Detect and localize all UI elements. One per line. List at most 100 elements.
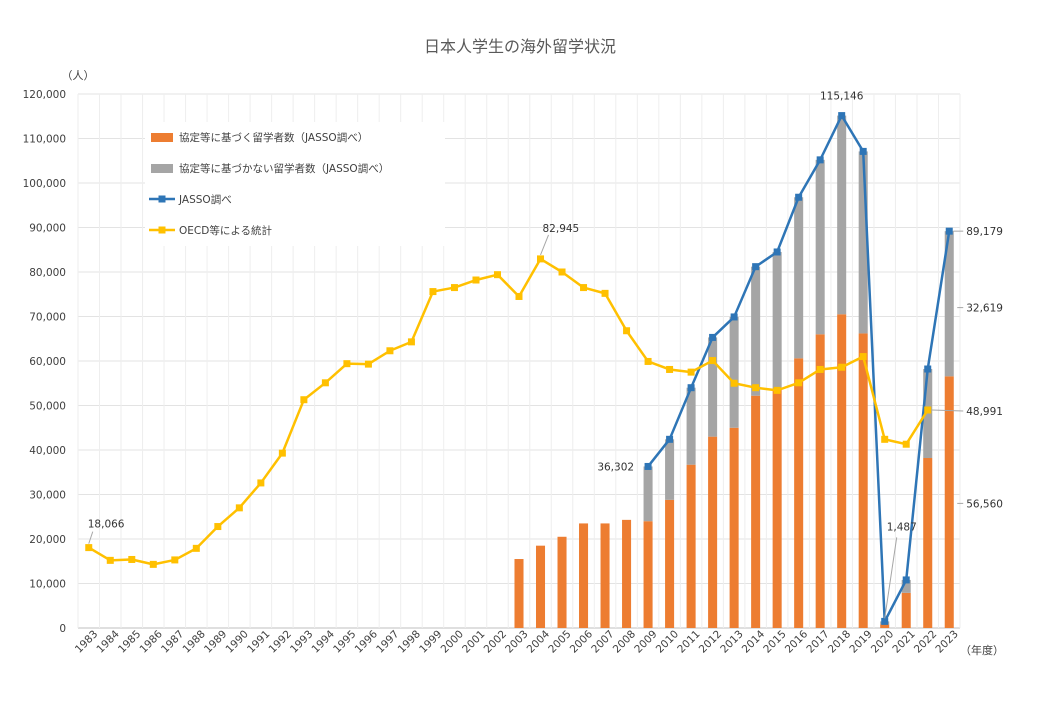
point-jasso <box>730 313 738 321</box>
legend: 協定等に基づく留学者数（JASSO調べ） 協定等に基づかない留学者数（JASSO調… <box>145 122 445 246</box>
point-oecd <box>386 347 394 355</box>
x-tick-label: 2017 <box>804 628 831 655</box>
bar-non-agreement <box>686 387 696 465</box>
point-oecd <box>838 363 846 371</box>
data-label: 82,945 <box>543 223 580 235</box>
bar-agreement <box>600 523 610 628</box>
point-oecd <box>924 406 932 414</box>
legend-label: 協定等に基づく留学者数（JASSO調べ） <box>179 131 368 144</box>
point-oecd <box>85 544 93 552</box>
point-oecd <box>580 284 588 292</box>
legend-swatch-marker <box>158 195 166 203</box>
bar-non-agreement <box>944 231 954 377</box>
x-tick-label: 1983 <box>73 628 100 655</box>
x-tick-label: 1998 <box>396 628 423 655</box>
point-oecd <box>364 360 372 368</box>
point-jasso <box>795 193 803 201</box>
point-jasso <box>881 617 889 625</box>
bar-agreement <box>557 536 567 628</box>
bar-agreement <box>622 519 632 628</box>
point-jasso <box>709 333 717 341</box>
point-oecd <box>515 292 523 300</box>
point-oecd <box>644 357 652 365</box>
y-tick-label: 0 <box>59 623 66 635</box>
x-tick-label: 1994 <box>310 628 338 656</box>
x-tick-label: 2023 <box>933 628 960 655</box>
bar-agreement <box>772 388 782 628</box>
point-jasso <box>945 227 953 235</box>
x-axis-unit: （年度） <box>960 643 1004 657</box>
x-tick-label: 1996 <box>353 628 381 656</box>
point-oecd <box>773 386 781 394</box>
x-tick-label: 2006 <box>568 628 596 656</box>
legend-label: JASSO調べ <box>178 193 232 206</box>
bar-non-agreement <box>751 266 761 396</box>
point-oecd <box>752 384 760 392</box>
y-tick-label: 50,000 <box>29 401 66 413</box>
bar-agreement <box>729 427 739 628</box>
point-oecd <box>450 284 458 292</box>
legend-label: 協定等に基づかない留学者数（JASSO調べ） <box>179 162 389 175</box>
data-label: 48,991 <box>966 406 1003 418</box>
x-tick-label: 2013 <box>718 628 745 655</box>
bar-agreement <box>923 458 933 628</box>
point-oecd <box>666 365 674 373</box>
point-oecd <box>493 271 501 279</box>
x-tick-label: 2014 <box>740 628 768 656</box>
bar-non-agreement <box>901 579 911 593</box>
bar-agreement <box>794 358 804 628</box>
leader-line <box>540 234 549 256</box>
x-tick-label: 2020 <box>869 628 896 655</box>
legend-label: OECD等による統計 <box>179 224 273 237</box>
x-tick-label: 2000 <box>439 628 466 655</box>
annotations: 18,066 82,945 36,302 115,146 1,487 89,179 32,6… <box>88 91 1003 619</box>
bar-agreement <box>880 624 890 628</box>
bar-non-agreement <box>708 337 718 437</box>
x-tick-label: 1986 <box>137 628 165 656</box>
bar-agreement <box>858 333 868 628</box>
point-oecd <box>192 544 200 552</box>
legend-box <box>145 122 445 246</box>
bar-agreement <box>686 464 696 628</box>
y-tick-label: 120,000 <box>23 89 66 101</box>
point-oecd <box>558 268 566 276</box>
point-oecd <box>881 435 889 443</box>
point-oecd <box>407 338 415 346</box>
data-label: 36,302 <box>597 461 634 473</box>
data-label: 56,560 <box>966 498 1003 510</box>
y-tick-label: 60,000 <box>29 356 66 368</box>
y-tick-label: 20,000 <box>29 534 66 546</box>
point-oecd <box>795 379 803 387</box>
bar-agreement <box>579 523 589 628</box>
point-jasso <box>773 248 781 256</box>
y-tick-label: 30,000 <box>29 490 66 502</box>
x-tick-label: 1987 <box>159 628 186 655</box>
x-tick-label: 2016 <box>783 628 811 656</box>
x-tick-label: 1990 <box>224 628 251 655</box>
point-oecd <box>300 396 308 404</box>
bar-non-agreement <box>665 439 675 500</box>
point-oecd <box>343 360 351 368</box>
x-tick-label: 2022 <box>912 628 939 655</box>
point-oecd <box>816 365 824 373</box>
point-oecd <box>601 289 609 297</box>
x-tick-label: 2007 <box>589 628 616 655</box>
x-tick-label: 2003 <box>503 628 530 655</box>
point-oecd <box>687 368 695 376</box>
bar-agreement <box>815 334 825 628</box>
x-tick-label: 2010 <box>654 628 681 655</box>
bar-agreement <box>665 499 675 628</box>
bar-agreement <box>708 436 718 628</box>
point-jasso <box>752 263 760 271</box>
bar-agreement <box>535 545 546 628</box>
point-oecd <box>730 379 738 387</box>
x-tick-label: 1984 <box>94 628 122 656</box>
bar-non-agreement <box>837 115 847 315</box>
bars <box>514 115 954 628</box>
point-jasso <box>644 462 652 470</box>
bar-non-agreement <box>794 197 804 359</box>
leader-line <box>88 531 94 544</box>
y-tick-label: 80,000 <box>29 267 66 279</box>
x-tick-label: 2002 <box>482 628 509 655</box>
